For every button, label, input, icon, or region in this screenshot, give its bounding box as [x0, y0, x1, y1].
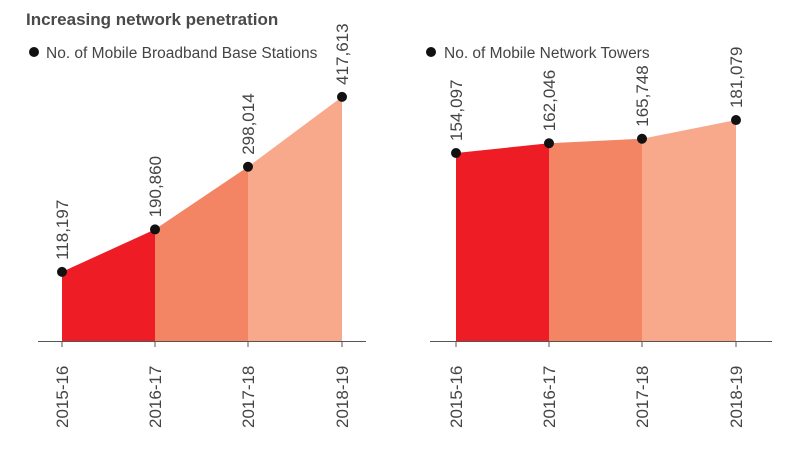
- chart-title: Increasing network penetration: [26, 10, 279, 29]
- network-towers-point-2015-16: [451, 147, 461, 158]
- network-towers-x-tick-label-2018-19: 2018-19: [727, 366, 746, 428]
- base-stations-x-tick-label-2018-19: 2018-19: [333, 366, 352, 428]
- base-stations-point-2016-17: [150, 224, 160, 235]
- base-stations-point-2018-19: [337, 91, 347, 102]
- base-stations-legend-marker: [29, 47, 39, 57]
- base-stations-x-tick-label-2016-17: 2016-17: [146, 366, 165, 428]
- network-towers-point-2017-18: [637, 133, 647, 144]
- base-stations-area-segment-2016-17-to-2017-18: [155, 166, 248, 341]
- base-stations-legend-label: No. of Mobile Broadband Base Stations: [46, 45, 318, 62]
- base-stations-point-2017-18: [243, 161, 253, 172]
- base-stations-area-segment-2017-18-to-2018-19: [248, 96, 342, 341]
- base-stations-value-label-2015-16: 118,197: [53, 200, 72, 260]
- network-towers-point-2016-17: [544, 138, 554, 149]
- network-towers-area-segment-2017-18-to-2018-19: [642, 120, 736, 342]
- network-towers-value-label-2015-16: 154,097: [447, 80, 466, 141]
- network-towers-value-label-2016-17: 162,046: [540, 70, 559, 131]
- base-stations-value-label-2018-19: 417,613: [333, 23, 352, 84]
- network-towers-point-2018-19: [731, 115, 741, 126]
- base-stations-x-tick-label-2017-18: 2017-18: [239, 366, 258, 428]
- network-towers-x-tick-label-2016-17: 2016-17: [540, 366, 559, 428]
- network-towers-legend-marker: [426, 47, 436, 57]
- network-towers-value-label-2017-18: 165,748: [633, 65, 652, 126]
- base-stations-x-tick-label-2015-16: 2015-16: [53, 366, 72, 428]
- network-towers-legend-label: No. of Mobile Network Towers: [444, 45, 650, 62]
- network-towers-x-tick-label-2017-18: 2017-18: [633, 366, 652, 428]
- network-towers-area-segment-2016-17-to-2017-18: [549, 138, 642, 341]
- network-towers-value-label-2018-19: 181,079: [727, 47, 746, 108]
- network-towers-x-tick-label-2015-16: 2015-16: [447, 366, 466, 428]
- network-towers-area-segment-2015-16-to-2016-17: [456, 143, 549, 341]
- base-stations-value-label-2017-18: 298,014: [239, 93, 258, 154]
- base-stations-value-label-2016-17: 190,860: [146, 156, 165, 217]
- base-stations-area-segment-2015-16-to-2016-17: [62, 229, 155, 341]
- base-stations-point-2015-16: [57, 266, 67, 277]
